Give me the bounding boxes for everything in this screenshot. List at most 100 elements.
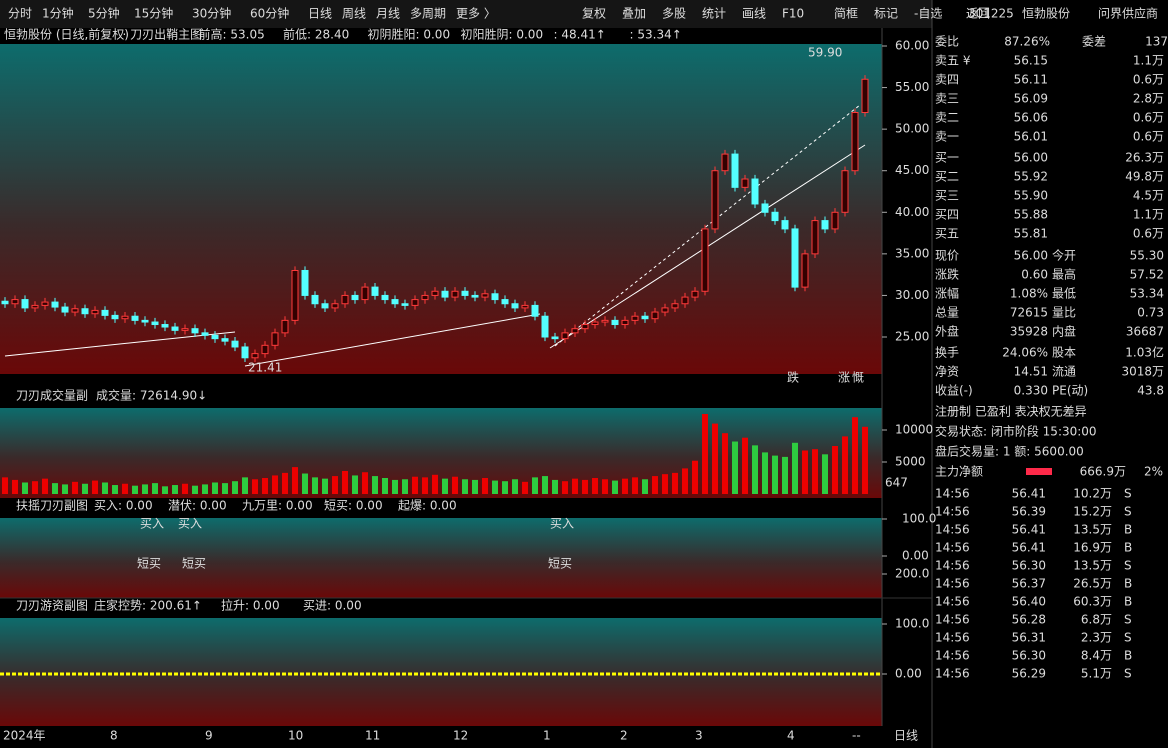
trade-time: 14:56 xyxy=(935,595,970,609)
tab[interactable]: 分时 xyxy=(8,7,32,21)
candle xyxy=(71,308,79,313)
book-label: 买二 xyxy=(935,170,959,184)
volume-bar xyxy=(592,478,598,494)
quote-cell: PE(动) xyxy=(1052,384,1088,398)
tab[interactable]: 1分钟 xyxy=(42,6,74,21)
tab[interactable]: 15分钟 xyxy=(134,6,173,21)
signal-tag: 买入 xyxy=(550,517,574,531)
volume-bar xyxy=(852,417,858,494)
candle xyxy=(351,294,359,301)
tool-button[interactable]: 简框 xyxy=(834,7,858,21)
volume-bar xyxy=(372,476,378,494)
book-volume: 26.3万 xyxy=(1125,151,1164,165)
info: 恒勃股份 (日线,前复权) xyxy=(4,27,129,42)
tab[interactable]: 周线 xyxy=(342,7,366,21)
book-volume: 0.6万 xyxy=(1133,111,1164,125)
volume-bar xyxy=(542,476,548,494)
book-label: 卖二 xyxy=(935,111,959,125)
trade-time: 14:56 xyxy=(935,649,970,663)
candle xyxy=(601,319,609,323)
volume-bar xyxy=(652,476,658,494)
tab[interactable]: 更多 〉 xyxy=(456,7,496,21)
volume-bar xyxy=(342,470,348,494)
candle xyxy=(541,315,549,338)
trade-side: S xyxy=(1124,613,1132,627)
quote-cell: 0.60 xyxy=(1021,268,1048,282)
candle xyxy=(471,294,479,298)
tool-button[interactable]: 多股 xyxy=(662,7,686,21)
volume-bar xyxy=(672,472,678,494)
quote-cell: 涨幅 xyxy=(935,286,959,301)
volume-bar xyxy=(552,479,558,494)
tool-button[interactable]: 叠加 xyxy=(622,7,646,21)
tool-button[interactable]: 统计 xyxy=(702,7,726,21)
note: 交易状态: 闭市阶段 15:30:00 xyxy=(935,424,1097,439)
trade-price: 56.37 xyxy=(1012,577,1046,591)
volume-bar xyxy=(272,475,278,494)
volume-bar xyxy=(222,483,228,494)
candle xyxy=(731,153,739,188)
tab[interactable]: 60分钟 xyxy=(250,6,289,21)
signal-mark: 跌 xyxy=(787,370,799,385)
volume-bar xyxy=(512,479,518,494)
flow-value: 666.9万 xyxy=(1080,465,1126,479)
x-tick-label: 2024年 xyxy=(3,729,46,743)
candle xyxy=(141,319,149,323)
quote-cell: 43.8 xyxy=(1137,384,1164,398)
candle xyxy=(251,353,259,359)
candle xyxy=(231,340,239,348)
candle xyxy=(61,306,69,313)
candle xyxy=(811,220,819,255)
quote-cell: 现价 xyxy=(935,249,959,263)
book-volume: 4.5万 xyxy=(1133,189,1164,203)
volume-panel xyxy=(0,408,882,498)
volume-bar xyxy=(632,477,638,494)
tab[interactable]: 月线 xyxy=(376,7,400,21)
quote-cell: 0.73 xyxy=(1137,306,1164,320)
candle xyxy=(161,324,169,328)
tab[interactable]: 5分钟 xyxy=(88,6,120,21)
tool-button[interactable]: 复权 xyxy=(582,7,606,21)
candle xyxy=(681,296,689,305)
tab[interactable]: 30分钟 xyxy=(192,6,231,21)
volume-bar xyxy=(492,480,498,494)
candle xyxy=(151,321,159,326)
volume-bar xyxy=(102,482,108,494)
flow-bar xyxy=(1026,468,1052,475)
trade-price: 56.31 xyxy=(1012,631,1046,645)
volume-bar xyxy=(612,480,618,494)
candle xyxy=(691,290,699,298)
tool-button[interactable]: F10 xyxy=(782,7,804,21)
candle xyxy=(661,307,669,313)
candle xyxy=(481,293,489,298)
tab[interactable]: 多周期 xyxy=(410,7,446,21)
tool-button[interactable]: 画线 xyxy=(742,7,766,21)
high-label: 59.90 xyxy=(808,46,842,60)
trade-time: 14:56 xyxy=(935,487,970,501)
volume-bar xyxy=(472,479,478,494)
volume-bar xyxy=(412,476,418,494)
trade-volume: 13.5万 xyxy=(1073,559,1112,573)
candle xyxy=(11,299,19,305)
panel-title: 扶摇刀刃副图 xyxy=(16,498,88,513)
tool-button[interactable]: -自选 xyxy=(914,7,942,21)
candle xyxy=(331,303,339,309)
book-label: 买一 xyxy=(935,151,959,165)
tool-button[interactable]: 返回 xyxy=(966,7,990,21)
y-tick-label: 10000 xyxy=(895,423,933,437)
tool-button[interactable]: 标记 xyxy=(874,7,898,21)
volume-bar xyxy=(302,473,308,494)
candle xyxy=(131,315,139,321)
candle xyxy=(741,178,749,188)
corner-label: 647 xyxy=(885,476,908,490)
volume-bar xyxy=(352,475,358,494)
trade-volume: 13.5万 xyxy=(1073,523,1112,537)
volume-bar xyxy=(282,472,288,494)
volume-bar xyxy=(252,479,258,494)
x-tick-label: 2 xyxy=(620,729,628,743)
tab[interactable]: 日线 xyxy=(308,7,332,21)
y-tick-label: 50.00 xyxy=(895,122,929,136)
info: : 48.41↑ xyxy=(554,28,606,42)
quote-cell: 0.330 xyxy=(1014,384,1048,398)
trade-time: 14:56 xyxy=(935,505,970,519)
